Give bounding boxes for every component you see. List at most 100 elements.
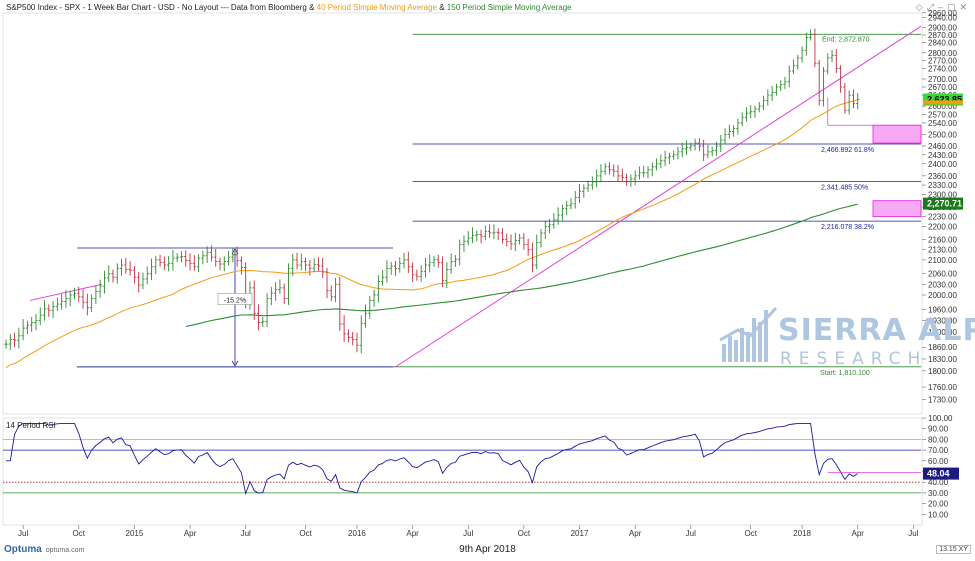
watermark-bar	[734, 340, 738, 362]
chart-title: S&P500 Index - SPX - 1 Week Bar Chart - …	[6, 3, 307, 12]
rsi-panel: 10.0020.0030.0040.0050.0060.0070.0080.00…	[2, 414, 959, 526]
price-tags: 2,623.85 2,270.71	[923, 93, 963, 210]
price-tick-label: 2130.00	[928, 246, 957, 255]
price-tick-label: 2570.00	[928, 110, 957, 119]
close-icon[interactable]: ✕	[959, 2, 971, 12]
watermark-bars	[719, 306, 778, 362]
price-tick-label: 1930.00	[928, 317, 957, 326]
time-tick-label: Jul	[463, 529, 473, 538]
watermark: SIERRA ALPHA RESEARCH	[719, 306, 975, 369]
fib-label: 2,466.892 61.8%	[821, 147, 874, 154]
optuma-logo-text: Optuma	[4, 544, 42, 555]
time-tick-label: Apr	[406, 529, 419, 538]
price-tick-label: 1800.00	[928, 367, 957, 376]
rsi-lines: 48.04	[3, 422, 959, 496]
time-tick-label: 2015	[126, 529, 144, 538]
price-tick-label: 2800.00	[928, 49, 957, 58]
rsi-tick-label: 20.00	[928, 500, 949, 509]
optuma-url: optuma.com	[45, 547, 85, 554]
rsi-tick-label: 90.00	[928, 425, 949, 434]
chart-header: S&P500 Index - SPX - 1 Week Bar Chart - …	[6, 3, 572, 12]
price-tick-label: 2740.00	[928, 64, 957, 73]
expand-icon[interactable]: ⤢	[926, 2, 938, 12]
watermark-bar	[746, 332, 750, 362]
price-tick-label: 2460.00	[928, 142, 957, 151]
annotation-labels: End: 2,872.870 Start: 1,810.100 2,466.892 …	[217, 36, 874, 377]
footer: Optuma optuma.com 9th Apr 2018 13.15 XY	[0, 542, 975, 561]
watermark-bar	[752, 318, 756, 362]
time-tick-label: Jul	[908, 529, 918, 538]
time-tick-label: 2016	[348, 529, 366, 538]
watermark-bar	[758, 322, 762, 362]
price-tick-label: 2840.00	[928, 39, 957, 48]
price-tick-label: 2540.00	[928, 119, 957, 128]
window-toolbar: ◇⤢–▢✕	[916, 2, 971, 13]
price-tick-label: 2000.00	[928, 291, 957, 300]
time-tick-label: Oct	[73, 529, 86, 538]
ma40-line	[5, 99, 858, 369]
trendline	[395, 25, 922, 368]
rsi-tick-label: 60.00	[928, 457, 949, 466]
minimize-icon[interactable]: –	[937, 2, 947, 12]
target-zone	[872, 124, 922, 144]
price-tick-label: 1830.00	[928, 355, 957, 364]
watermark-bar	[728, 336, 732, 362]
price-tick-label: 1760.00	[928, 383, 957, 392]
price-tick-label: 2960.00	[928, 9, 957, 18]
rsi-tick-label: 40.00	[928, 478, 949, 487]
price-tag-ma40	[923, 100, 963, 105]
time-tick-label: 2018	[793, 529, 811, 538]
start-label: Start: 1,810.100	[820, 370, 870, 377]
ma150-line	[185, 203, 858, 328]
price-tick-label: 1900.00	[928, 328, 957, 337]
drawdown-arrow-tail	[231, 360, 239, 367]
price-axis: 1730.00 1760.00 1800.00 1830.00 1860.00 1900.…	[922, 9, 957, 404]
price-tag-ma150	[923, 197, 963, 210]
header-amp-2: &	[437, 3, 447, 12]
zoom-indicator[interactable]: 13.15 XY	[936, 545, 971, 554]
time-tick-label: Apr	[629, 529, 642, 538]
fib-label: 2,216.078 38.2%	[821, 224, 874, 231]
price-panel-border	[2, 12, 923, 415]
price-tick-label: 2500.00	[928, 130, 957, 139]
watermark-bar	[722, 344, 726, 362]
price-tick-label: 2870.00	[928, 31, 957, 40]
time-tick-label: 2017	[571, 529, 589, 538]
watermark-bar	[740, 328, 744, 362]
rsi-tick-label: 30.00	[928, 489, 949, 498]
fib-label: 2,341.485 50%	[821, 185, 868, 192]
time-tick-label: Jul	[686, 529, 696, 538]
price-tick-label: 2400.00	[928, 160, 957, 169]
header-amp: &	[306, 3, 317, 12]
watermark-bar	[764, 310, 768, 362]
price-tick-label: 2060.00	[928, 270, 957, 279]
price-tick-label: 2030.00	[928, 280, 957, 289]
time-tick-label: Jul	[18, 529, 28, 538]
price-tick-label: 2940.00	[928, 14, 957, 23]
rsi-tag	[923, 467, 959, 480]
price-tick-label: 2900.00	[928, 24, 957, 33]
legend-ma40: 40 Period Simple Moving Average	[316, 3, 438, 12]
legend-ma150: 150 Period Simple Moving Average	[446, 3, 572, 12]
price-tick-label: 2600.00	[928, 102, 957, 111]
price-tag-ma150-text: 2,270.71	[927, 199, 962, 209]
price-tick-label: 1860.00	[928, 343, 957, 352]
drawdown-label: -15.2%	[224, 297, 246, 304]
price-tick-label: 2200.00	[928, 222, 957, 231]
footer-date: 9th Apr 2018	[459, 544, 516, 555]
target-zones	[872, 124, 922, 218]
restore-icon[interactable]: ▢	[946, 2, 960, 12]
price-tick-label: 2330.00	[928, 181, 957, 190]
price-tick-label: 2700.00	[928, 75, 957, 84]
moving-averages	[5, 99, 858, 369]
watermark-arrow	[719, 306, 778, 342]
rsi-axis: 10.0020.0030.0040.0050.0060.0070.0080.00…	[922, 414, 953, 519]
diamond-icon[interactable]: ◇	[915, 2, 927, 12]
time-axis: Jul Oct 2015 Apr Jul Oct 2016 Apr Jul Oct 2017 Apr J…	[18, 525, 919, 538]
price-tick-label: 2430.00	[928, 151, 957, 160]
time-tick-label: Oct	[518, 529, 531, 538]
price-tick-label: 2300.00	[928, 190, 957, 199]
time-tick-label: Jul	[241, 529, 251, 538]
price-tick-label: 2100.00	[928, 256, 957, 265]
